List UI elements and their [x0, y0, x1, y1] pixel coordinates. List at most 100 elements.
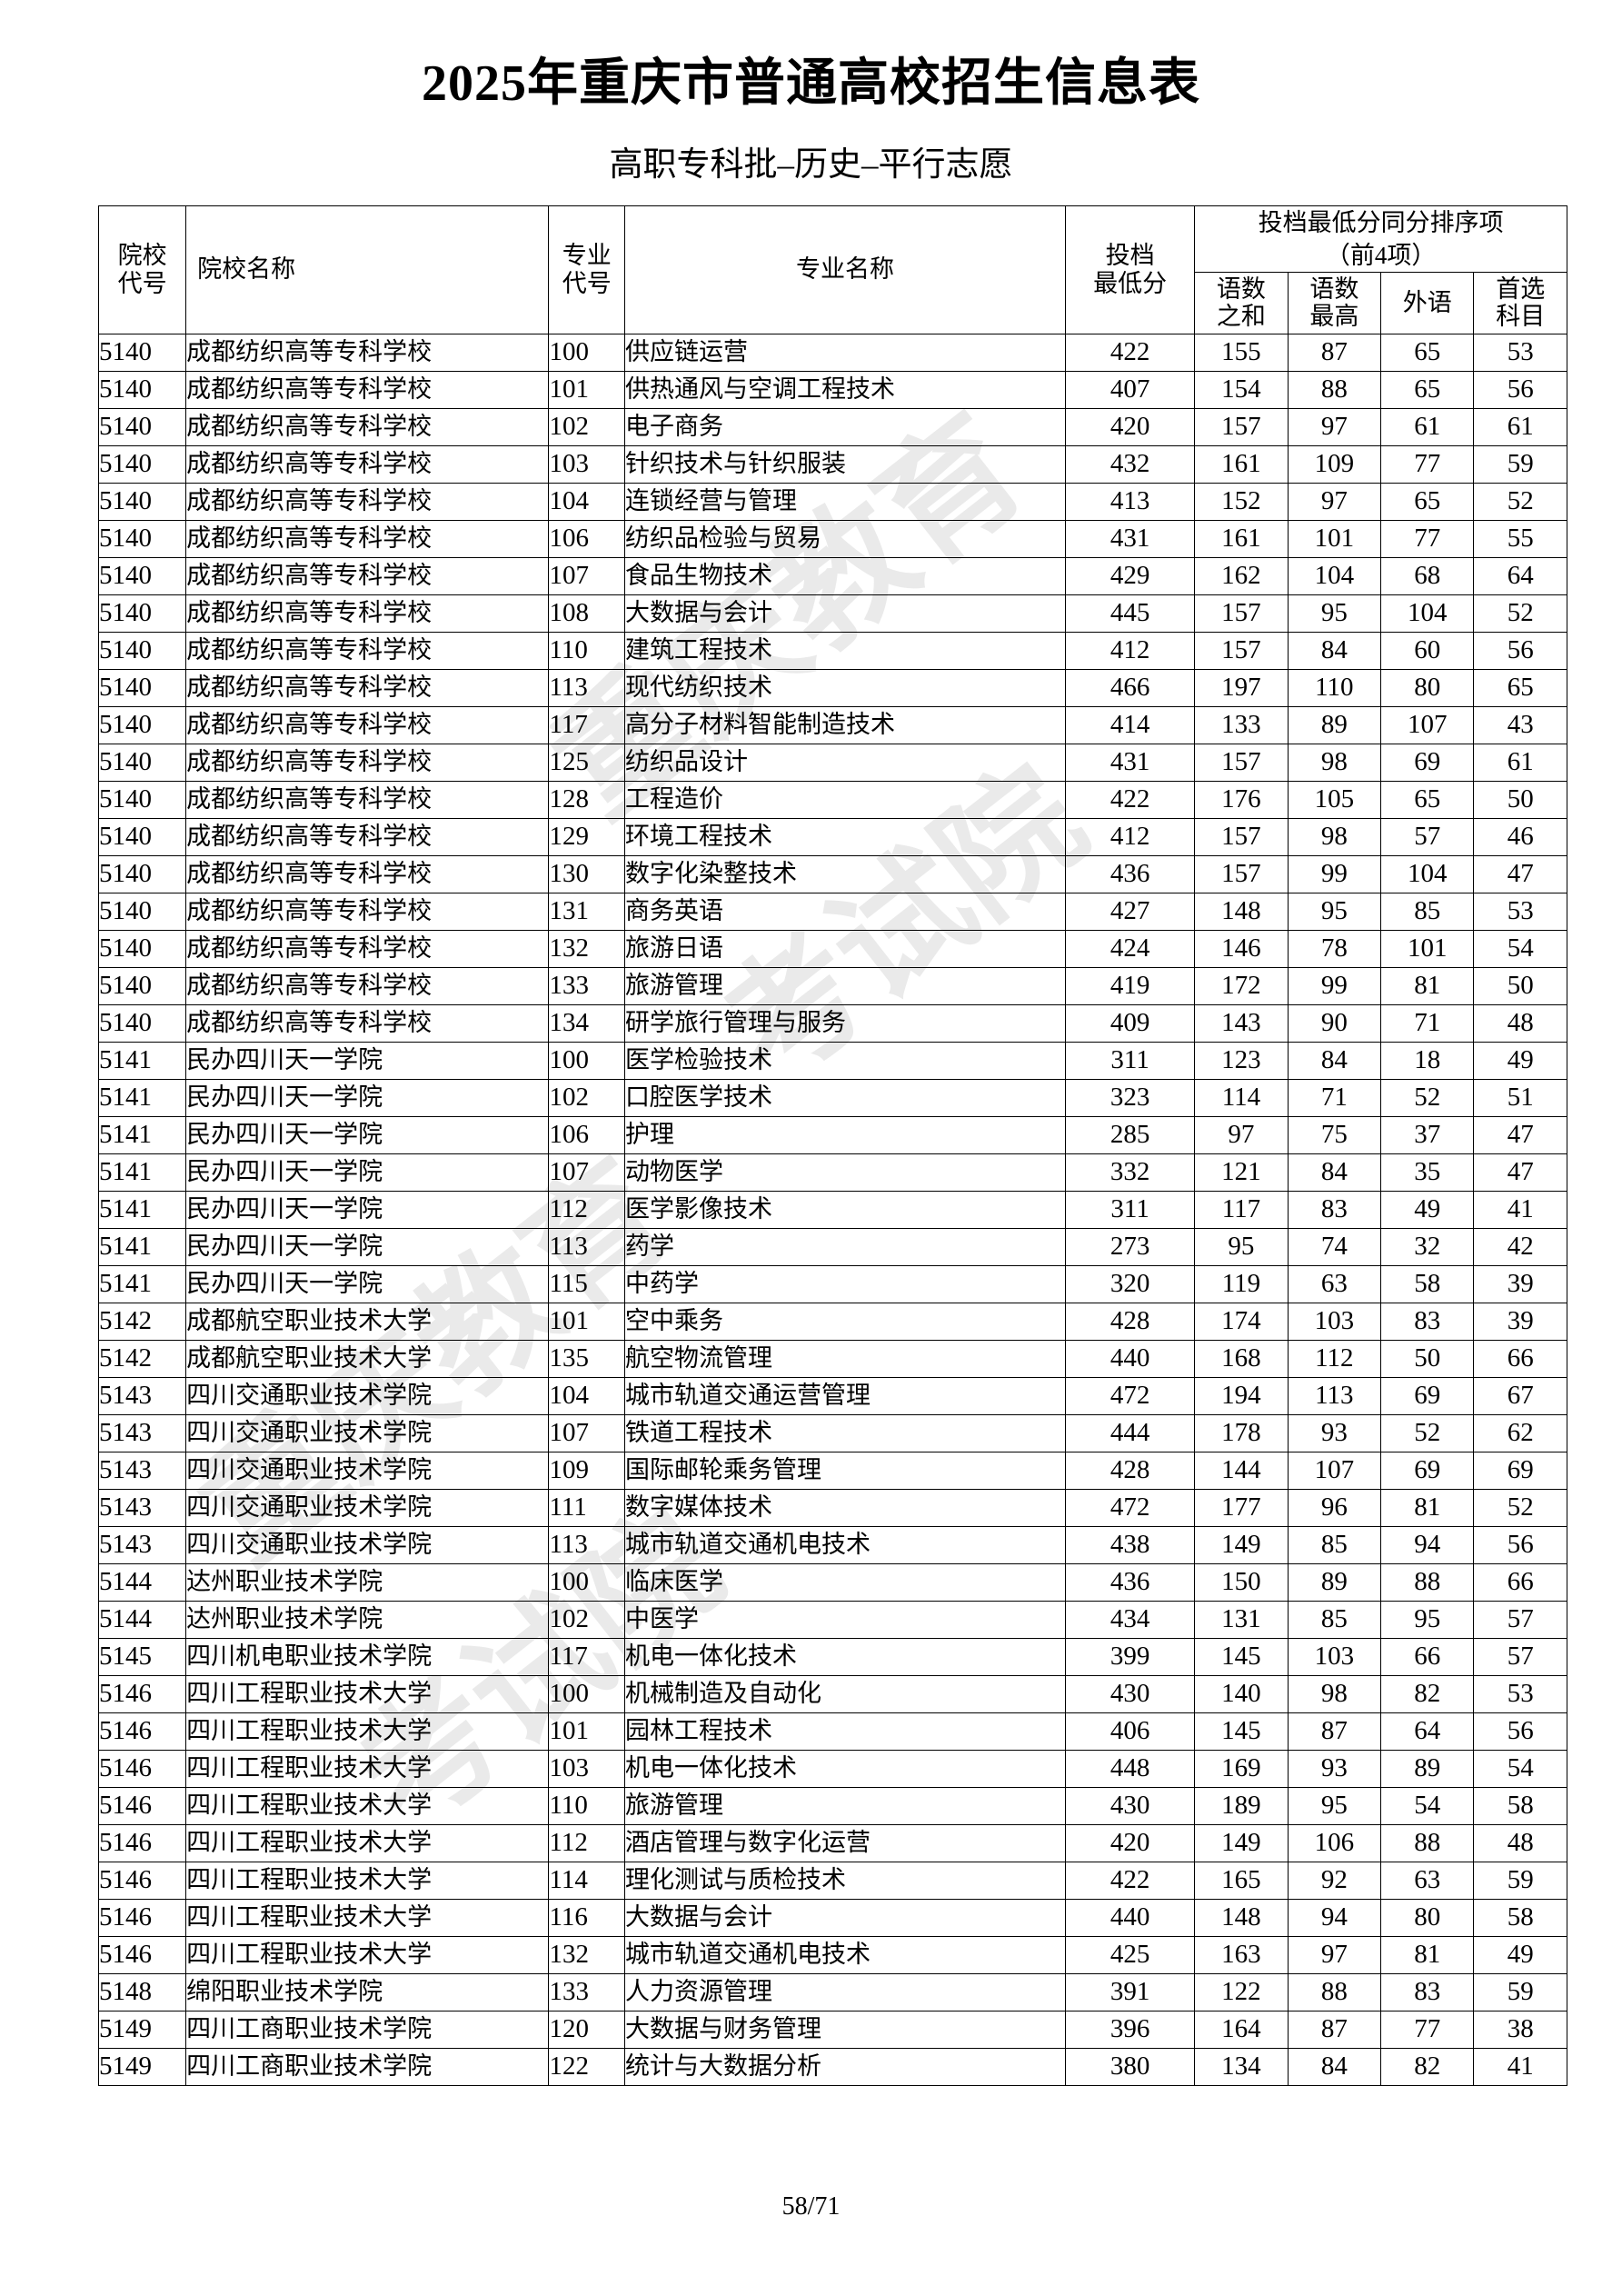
cell-score: 380 [1065, 2047, 1196, 2086]
cell-school-name: 四川交通职业技术学院 [185, 1525, 550, 1564]
cell-major-code: 103 [548, 444, 626, 484]
cell-school-name: 成都纺织高等专科学校 [185, 333, 550, 372]
cell-tie4: 52 [1473, 482, 1567, 521]
cell-tie2: 90 [1287, 1003, 1382, 1043]
cell-tie2: 107 [1287, 1451, 1382, 1490]
table-row: 5140 成都纺织高等专科学校 133 旅游管理 419 172 99 81 50 [97, 966, 1567, 1005]
cell-school-code: 5142 [97, 1339, 187, 1378]
cell-school-name: 达州职业技术学院 [185, 1600, 550, 1639]
cell-tie3: 18 [1380, 1041, 1475, 1080]
cell-major-code: 108 [548, 594, 626, 633]
cell-tie2: 110 [1287, 668, 1382, 707]
cell-school-name: 四川工程职业技术大学 [185, 1712, 550, 1751]
cell-tie4: 59 [1473, 1861, 1567, 1900]
cell-school-name: 四川交通职业技术学院 [185, 1413, 550, 1452]
cell-score: 412 [1065, 817, 1196, 856]
cell-score: 422 [1065, 780, 1196, 819]
col-header-school-name: 院校名称 [185, 205, 550, 334]
cell-school-code: 5140 [97, 668, 187, 707]
cell-major-name: 国际邮轮乘务管理 [624, 1451, 1067, 1490]
cell-tie4: 69 [1473, 1451, 1567, 1490]
cell-tie1: 152 [1194, 482, 1289, 521]
cell-major-code: 110 [548, 1786, 626, 1825]
cell-major-name: 机电一体化技术 [624, 1749, 1067, 1788]
cell-school-name: 达州职业技术学院 [185, 1562, 550, 1602]
cell-major-name: 中药学 [624, 1264, 1067, 1303]
table-row: 5140 成都纺织高等专科学校 104 连锁经营与管理 413 152 97 65 52 [97, 482, 1567, 521]
cell-tie1: 145 [1194, 1712, 1289, 1751]
cell-tie3: 107 [1380, 705, 1475, 744]
cell-school-code: 5140 [97, 333, 187, 372]
cell-tie1: 161 [1194, 444, 1289, 484]
cell-tie1: 157 [1194, 594, 1289, 633]
cell-tie1: 165 [1194, 1861, 1289, 1900]
cell-major-code: 128 [548, 780, 626, 819]
cell-school-code: 5140 [97, 519, 187, 558]
cell-school-name: 成都纺织高等专科学校 [185, 594, 550, 633]
cell-score: 427 [1065, 892, 1196, 931]
cell-school-code: 5146 [97, 1786, 187, 1825]
cell-school-name: 四川交通职业技术学院 [185, 1376, 550, 1415]
table-row: 5146 四川工程职业技术大学 101 园林工程技术 406 145 87 64 56 [97, 1712, 1567, 1751]
cell-school-code: 5140 [97, 1003, 187, 1043]
cell-score: 434 [1065, 1600, 1196, 1639]
cell-major-name: 高分子材料智能制造技术 [624, 705, 1067, 744]
cell-tie3: 65 [1380, 482, 1475, 521]
cell-tie4: 49 [1473, 1041, 1567, 1080]
cell-tie4: 58 [1473, 1898, 1567, 1937]
cell-tie4: 47 [1473, 854, 1567, 893]
cell-tie3: 85 [1380, 892, 1475, 931]
cell-major-name: 大数据与财务管理 [624, 2010, 1067, 2049]
cell-score: 285 [1065, 1115, 1196, 1154]
cell-school-code: 5140 [97, 631, 187, 670]
cell-major-code: 100 [548, 333, 626, 372]
cell-tie3: 57 [1380, 817, 1475, 856]
cell-tie2: 92 [1287, 1861, 1382, 1900]
cell-tie4: 56 [1473, 1525, 1567, 1564]
cell-major-name: 数字化染整技术 [624, 854, 1067, 893]
cell-tie4: 38 [1473, 2010, 1567, 2049]
cell-score: 332 [1065, 1153, 1196, 1192]
table-row: 5146 四川工程职业技术大学 100 机械制造及自动化 430 140 98 82 53 [97, 1674, 1567, 1713]
cell-tie1: 114 [1194, 1078, 1289, 1117]
cell-tie3: 104 [1380, 594, 1475, 633]
cell-tie4: 52 [1473, 1488, 1567, 1527]
cell-school-code: 5149 [97, 2010, 187, 2049]
table-row: 5146 四川工程职业技术大学 110 旅游管理 430 189 95 54 58 [97, 1786, 1567, 1825]
cell-tie1: 194 [1194, 1376, 1289, 1415]
table-row: 5141 民办四川天一学院 100 医学检验技术 311 123 84 18 49 [97, 1041, 1567, 1080]
col-header-tiebreak-group-line1: 投档最低分同分排序项 [1194, 205, 1567, 239]
cell-major-name: 城市轨道交通机电技术 [624, 1935, 1067, 1974]
cell-tie1: 149 [1194, 1525, 1289, 1564]
cell-score: 422 [1065, 1861, 1196, 1900]
cell-school-name: 四川工程职业技术大学 [185, 1861, 550, 1900]
cell-tie1: 154 [1194, 370, 1289, 409]
cell-tie2: 95 [1287, 1786, 1382, 1825]
cell-school-code: 5144 [97, 1562, 187, 1602]
admission-table-container: 院校 代号 院校名称 专业 代号 专业名称 投档 最低分 [0, 205, 1622, 2086]
cell-major-name: 针织技术与针织服装 [624, 444, 1067, 484]
cell-major-name: 电子商务 [624, 407, 1067, 446]
cell-tie3: 71 [1380, 1003, 1475, 1043]
cell-major-name: 大数据与会计 [624, 594, 1067, 633]
cell-tie2: 78 [1287, 929, 1382, 968]
cell-school-name: 成都纺织高等专科学校 [185, 780, 550, 819]
cell-tie2: 88 [1287, 370, 1382, 409]
cell-tie1: 140 [1194, 1674, 1289, 1713]
cell-school-name: 成都航空职业技术大学 [185, 1339, 550, 1378]
cell-score: 420 [1065, 1823, 1196, 1862]
cell-major-code: 100 [548, 1674, 626, 1713]
col-header-score: 投档 最低分 [1065, 205, 1196, 334]
cell-major-code: 132 [548, 929, 626, 968]
cell-tie1: 123 [1194, 1041, 1289, 1080]
cell-tie2: 63 [1287, 1264, 1382, 1303]
cell-score: 409 [1065, 1003, 1196, 1043]
cell-tie3: 77 [1380, 519, 1475, 558]
cell-tie3: 54 [1380, 1786, 1475, 1825]
cell-major-code: 117 [548, 1637, 626, 1676]
cell-school-code: 5140 [97, 594, 187, 633]
cell-school-name: 民办四川天一学院 [185, 1078, 550, 1117]
cell-major-code: 132 [548, 1935, 626, 1974]
cell-tie3: 65 [1380, 333, 1475, 372]
cell-school-code: 5143 [97, 1413, 187, 1452]
